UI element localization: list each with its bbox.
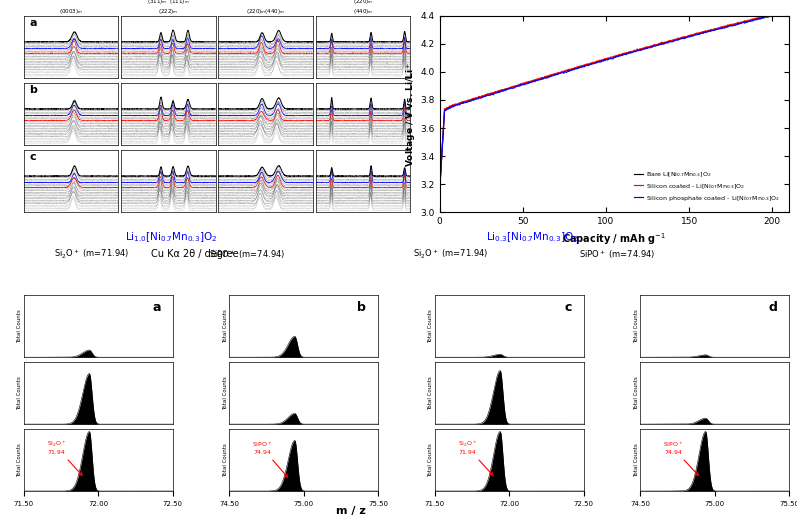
Line: Bare Li[Ni$_{0.7}$Mn$_{0.3}$]O$_2$: Bare Li[Ni$_{0.7}$Mn$_{0.3}$]O$_2$ <box>440 16 769 191</box>
Silicon coated - Li[Ni$_{0.7}$Mn$_{0.3}$]O$_2$ <box>599 56 609 62</box>
Text: SiPO$^+$
74.94: SiPO$^+$ 74.94 <box>662 440 698 476</box>
Legend: Bare Li[Ni$_{0.7}$Mn$_{0.3}$]O$_2$, Silicon coated - Li[Ni$_{0.7}$Mn$_{0.3}$]O$_: Bare Li[Ni$_{0.7}$Mn$_{0.3}$]O$_2$, Sili… <box>631 167 783 205</box>
Text: a: a <box>152 301 161 314</box>
Y-axis label: Total Counts: Total Counts <box>634 443 638 477</box>
Bare Li[Ni$_{0.7}$Mn$_{0.3}$]O$_2$ <box>575 64 585 71</box>
Title: (220)$_m$(440)$_m$: (220)$_m$(440)$_m$ <box>246 7 285 16</box>
Title: (0003)$_m$: (0003)$_m$ <box>59 7 83 16</box>
Text: SiPO$^+$
74.94: SiPO$^+$ 74.94 <box>252 440 288 477</box>
Y-axis label: Total Counts: Total Counts <box>18 376 22 410</box>
Silicon coated - Li[Ni$_{0.7}$Mn$_{0.3}$]O$_2$ <box>764 12 774 18</box>
Bare Li[Ni$_{0.7}$Mn$_{0.3}$]O$_2$ <box>756 15 765 21</box>
Y-axis label: Total Counts: Total Counts <box>223 309 228 343</box>
Bare Li[Ni$_{0.7}$Mn$_{0.3}$]O$_2$ <box>435 187 445 194</box>
Silicon coated - Li[Ni$_{0.7}$Mn$_{0.3}$]O$_2$ <box>618 51 628 57</box>
Text: SiPO$^+$ (m=74.94): SiPO$^+$ (m=74.94) <box>579 249 656 261</box>
Silicon coated - Li[Ni$_{0.7}$Mn$_{0.3}$]O$_2$ <box>756 14 765 21</box>
Y-axis label: Total Counts: Total Counts <box>223 443 228 477</box>
Y-axis label: Total Counts: Total Counts <box>428 309 434 343</box>
Y-axis label: Total Counts: Total Counts <box>428 376 434 410</box>
Bare Li[Ni$_{0.7}$Mn$_{0.3}$]O$_2$ <box>618 51 628 57</box>
Y-axis label: Total Counts: Total Counts <box>223 376 228 410</box>
Text: Si$_2$O$^+$
71.94: Si$_2$O$^+$ 71.94 <box>457 439 493 476</box>
Silicon coated - Li[Ni$_{0.7}$Mn$_{0.3}$]O$_2$ <box>578 62 587 69</box>
Y-axis label: Total Counts: Total Counts <box>18 309 22 343</box>
Silicon phosphate coated - Li[Ni$_{0.7}$Mn$_{0.3}$]O$_2$ <box>764 14 774 20</box>
Bare Li[Ni$_{0.7}$Mn$_{0.3}$]O$_2$ <box>764 13 774 19</box>
Text: Li$_{1.0}$[Ni$_{0.7}$Mn$_{0.3}$]O$_2$: Li$_{1.0}$[Ni$_{0.7}$Mn$_{0.3}$]O$_2$ <box>125 230 218 244</box>
Silicon phosphate coated - Li[Ni$_{0.7}$Mn$_{0.3}$]O$_2$ <box>575 64 585 71</box>
Bare Li[Ni$_{0.7}$Mn$_{0.3}$]O$_2$ <box>578 63 587 70</box>
Silicon phosphate coated - Li[Ni$_{0.7}$Mn$_{0.3}$]O$_2$ <box>578 63 587 70</box>
Silicon coated - Li[Ni$_{0.7}$Mn$_{0.3}$]O$_2$ <box>575 63 585 70</box>
Text: Si$_2$O$^+$ (m=71.94): Si$_2$O$^+$ (m=71.94) <box>54 248 129 261</box>
Text: Si$_2$O$^+$
71.94: Si$_2$O$^+$ 71.94 <box>47 439 82 476</box>
Silicon phosphate coated - Li[Ni$_{0.7}$Mn$_{0.3}$]O$_2$ <box>435 188 445 195</box>
Bare Li[Ni$_{0.7}$Mn$_{0.3}$]O$_2$ <box>599 56 609 63</box>
Y-axis label: Total Counts: Total Counts <box>634 376 638 410</box>
Silicon phosphate coated - Li[Ni$_{0.7}$Mn$_{0.3}$]O$_2$ <box>599 56 609 63</box>
Silicon phosphate coated - Li[Ni$_{0.7}$Mn$_{0.3}$]O$_2$ <box>700 29 709 35</box>
Text: Li$_{0.3}$[Ni$_{0.7}$Mn$_{0.3}$]O$_2$: Li$_{0.3}$[Ni$_{0.7}$Mn$_{0.3}$]O$_2$ <box>486 230 579 244</box>
Silicon coated - Li[Ni$_{0.7}$Mn$_{0.3}$]O$_2$ <box>700 29 709 35</box>
Y-axis label: Total Counts: Total Counts <box>634 309 638 343</box>
Text: b: b <box>29 85 37 95</box>
Text: m / z: m / z <box>336 506 366 516</box>
Title: (220)$_m$
(440)$_m$: (220)$_m$ (440)$_m$ <box>353 0 373 16</box>
Y-axis label: Voltage / V vs. Li/Li$^+$: Voltage / V vs. Li/Li$^+$ <box>404 61 418 167</box>
Silicon phosphate coated - Li[Ni$_{0.7}$Mn$_{0.3}$]O$_2$ <box>756 16 765 22</box>
Silicon phosphate coated - Li[Ni$_{0.7}$Mn$_{0.3}$]O$_2$ <box>762 14 771 20</box>
Text: SiPO$^+$ (m=74.94): SiPO$^+$ (m=74.94) <box>209 249 285 261</box>
Text: c: c <box>29 152 36 162</box>
Text: d: d <box>768 301 777 314</box>
Line: Silicon coated - Li[Ni$_{0.7}$Mn$_{0.3}$]O$_2$: Silicon coated - Li[Ni$_{0.7}$Mn$_{0.3}$… <box>440 15 769 190</box>
Silicon phosphate coated - Li[Ni$_{0.7}$Mn$_{0.3}$]O$_2$ <box>618 52 628 58</box>
Line: Silicon phosphate coated - Li[Ni$_{0.7}$Mn$_{0.3}$]O$_2$: Silicon phosphate coated - Li[Ni$_{0.7}$… <box>440 17 769 192</box>
Y-axis label: Total Counts: Total Counts <box>18 443 22 477</box>
Text: Si$_2$O$^+$ (m=71.94): Si$_2$O$^+$ (m=71.94) <box>413 248 488 261</box>
Silicon coated - Li[Ni$_{0.7}$Mn$_{0.3}$]O$_2$ <box>435 187 445 193</box>
Text: b: b <box>357 301 367 314</box>
Text: c: c <box>564 301 571 314</box>
Y-axis label: Total Counts: Total Counts <box>428 443 434 477</box>
X-axis label: Capacity / mAh g$^{-1}$: Capacity / mAh g$^{-1}$ <box>562 232 666 248</box>
Title: (311)$_m$  (111)$_m$
(222)$_m$: (311)$_m$ (111)$_m$ (222)$_m$ <box>147 0 190 16</box>
Text: Cu Kα 2θ / degree: Cu Kα 2θ / degree <box>151 249 239 259</box>
Bare Li[Ni$_{0.7}$Mn$_{0.3}$]O$_2$ <box>700 29 709 35</box>
Text: a: a <box>29 18 37 27</box>
